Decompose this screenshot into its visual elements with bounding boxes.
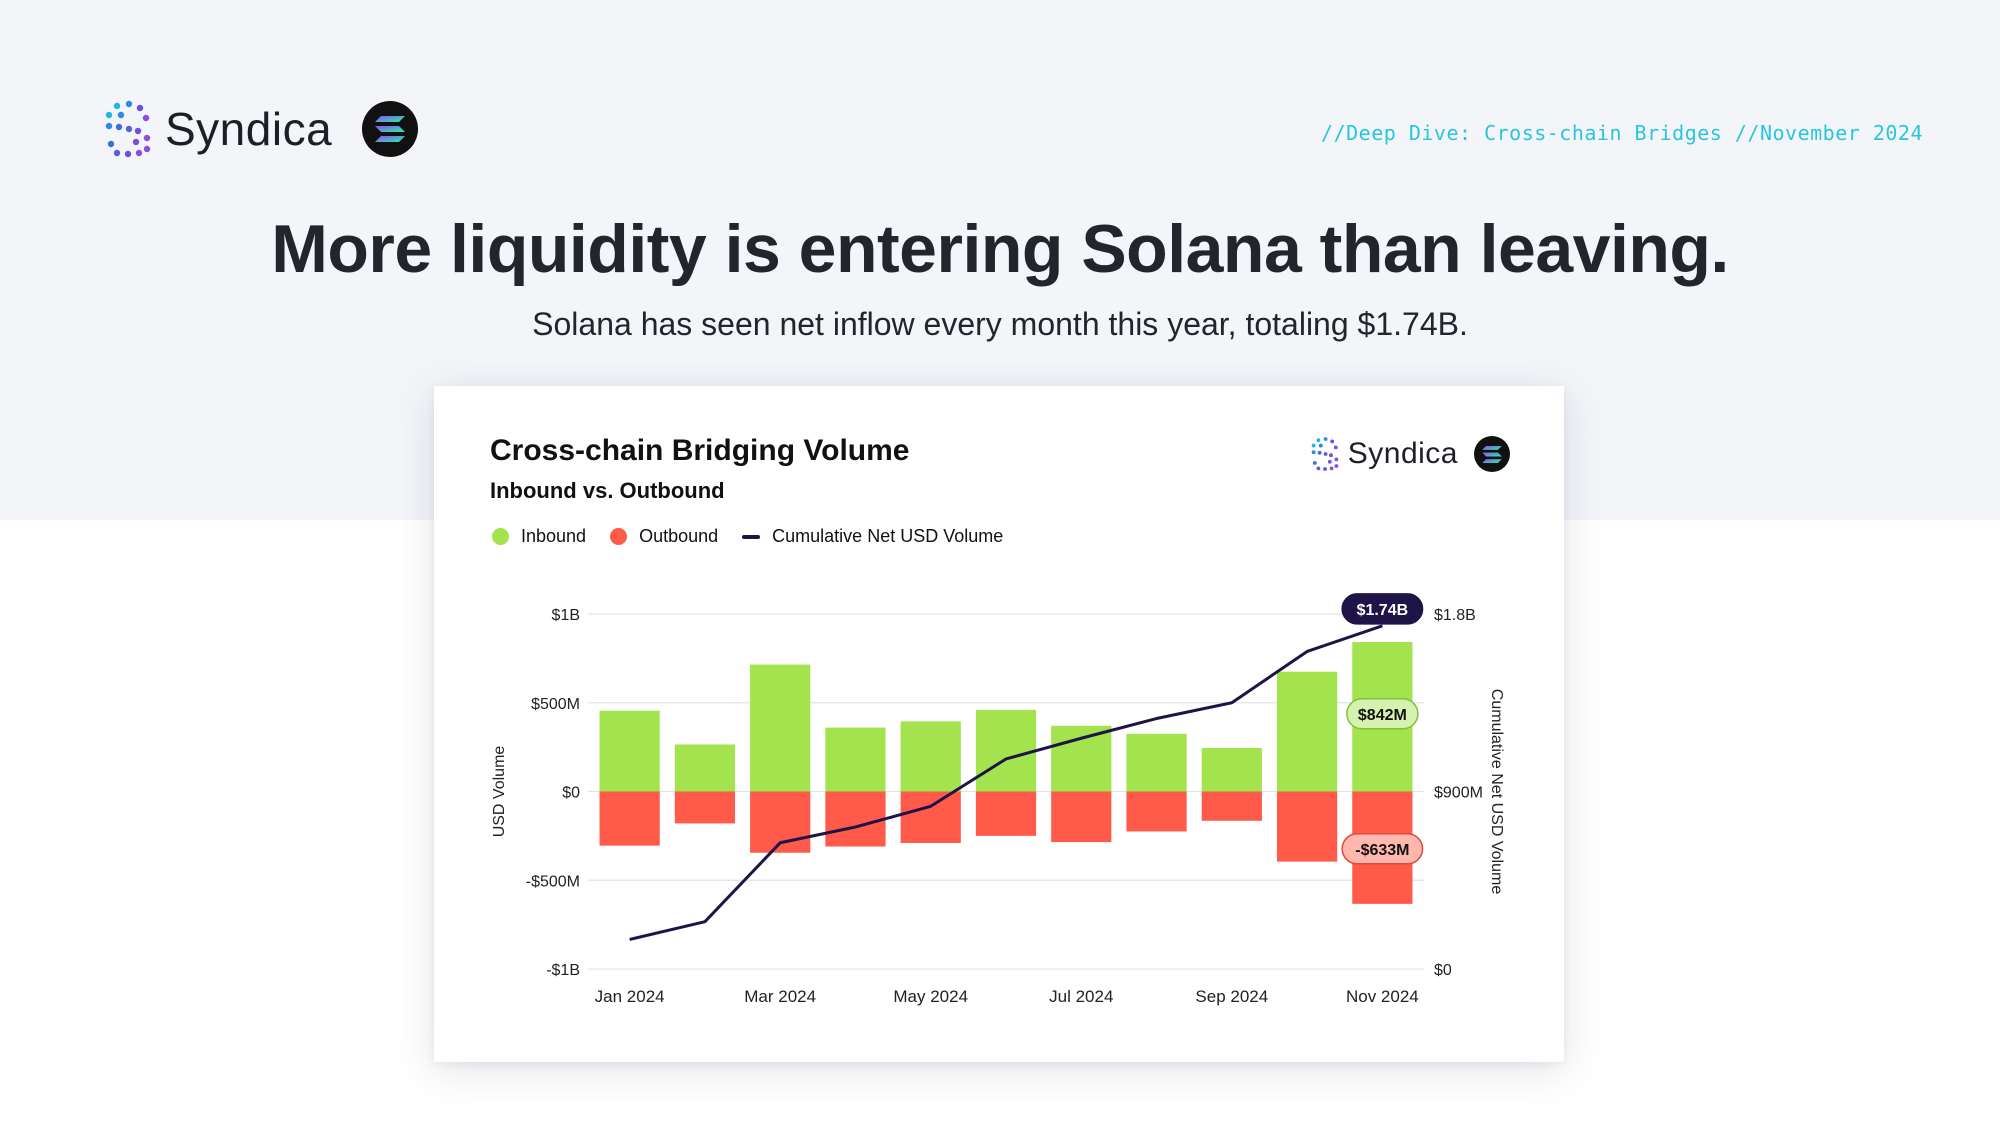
legend-label-outbound: Outbound: [639, 526, 719, 546]
bar-inbound: [900, 721, 961, 792]
card-brand-name: Syndica: [1347, 437, 1458, 470]
callout-inbound-bg: [1346, 698, 1419, 730]
x-tick-label: Jan 2024: [595, 987, 665, 1006]
legend-label-cumulative: Cumulative Net USD Volume: [772, 526, 1004, 546]
callout-inbound: $842M: [1358, 707, 1407, 724]
bar-inbound: [1276, 671, 1338, 792]
bar-inbound: [975, 709, 1037, 792]
y-tick-label: $1B: [552, 607, 580, 624]
x-tick-label: Sep 2024: [1195, 987, 1268, 1006]
legend-item-outbound: Outbound: [610, 526, 718, 547]
chart-plot: $1B $500M $0 -$500M -$1B $1.8B $900M $0 Jan 2024…: [491, 593, 1505, 1006]
x-tick-label: May 2024: [893, 987, 968, 1006]
bar-outbound: [599, 791, 660, 846]
callout-outbound-bg: [1341, 833, 1424, 865]
y2-tick-label: $1.8B: [1434, 607, 1476, 624]
x-tick-label: Jul 2024: [1049, 987, 1113, 1006]
bar-outbound: [1051, 791, 1112, 843]
bar-outbound: [975, 791, 1037, 836]
card-syndica-logo: Syndica: [1310, 436, 1510, 472]
legend-item-cumulative: Cumulative Net USD Volume: [742, 526, 1003, 547]
chart-subtitle: Inbound vs. Outbound: [490, 478, 725, 503]
chart-title: Cross-chain Bridging Volume: [490, 434, 910, 467]
bar-inbound: [674, 744, 736, 792]
y-tick-label: $500M: [531, 696, 580, 713]
syndica-mark-icon: [1311, 437, 1339, 471]
bar-outbound: [1126, 791, 1187, 832]
bar-outbound: [900, 791, 961, 843]
callout-cumulative-bg: [1341, 593, 1424, 625]
solana-badge-icon: [1474, 436, 1510, 472]
bar-inbound: [1201, 748, 1262, 792]
bar-outbound: [825, 791, 886, 847]
page-title: More liquidity is entering Solana than l…: [271, 211, 1729, 287]
bar-inbound: [1051, 725, 1112, 792]
callout-cumulative: $1.74B: [1357, 602, 1409, 619]
bar-inbound: [599, 710, 660, 792]
bar-inbound: [750, 664, 811, 792]
y-axis-label: USD Volume: [491, 746, 508, 838]
chart-card: Cross-chain Bridging Volume Inbound vs. …: [434, 386, 1564, 1062]
bar-outbound: [1201, 791, 1262, 821]
legend-swatch-cumulative: [742, 534, 761, 539]
callout-outbound: -$633M: [1355, 842, 1409, 859]
syndica-mark-icon: [105, 100, 151, 158]
brand-name: Syndica: [165, 103, 333, 155]
y-tick-label: -$500M: [526, 873, 580, 890]
y2-tick-label: $900M: [1434, 785, 1483, 802]
y-tick-label: $0: [562, 785, 580, 802]
y2-axis-label: Cumulative Net USD Volume: [1488, 689, 1505, 895]
x-tick-label: Nov 2024: [1346, 987, 1419, 1006]
bar-inbound: [825, 727, 886, 792]
page-subtitle: Solana has seen net inflow every month t…: [532, 306, 1468, 342]
bar-outbound: [1276, 791, 1338, 862]
bar-inbound: [1126, 733, 1187, 792]
bar-outbound: [674, 791, 736, 824]
x-tick-label: Mar 2024: [744, 987, 816, 1006]
syndica-logo: Syndica: [103, 100, 419, 158]
breadcrumb: //Deep Dive: Cross-chain Bridges //Novem…: [1321, 121, 1923, 145]
legend-item-inbound: Inbound: [492, 526, 586, 547]
legend-label-inbound: Inbound: [521, 526, 587, 546]
legend-swatch-outbound: [610, 528, 628, 545]
y-tick-label: -$1B: [546, 962, 580, 979]
y2-tick-label: $0: [1434, 962, 1452, 979]
legend-swatch-inbound: [492, 528, 509, 545]
solana-badge-icon: [362, 101, 419, 157]
chart-legend: Inbound Outbound Cumulative Net USD Volu…: [492, 526, 1027, 547]
cumulative-net-line: [629, 624, 1383, 941]
